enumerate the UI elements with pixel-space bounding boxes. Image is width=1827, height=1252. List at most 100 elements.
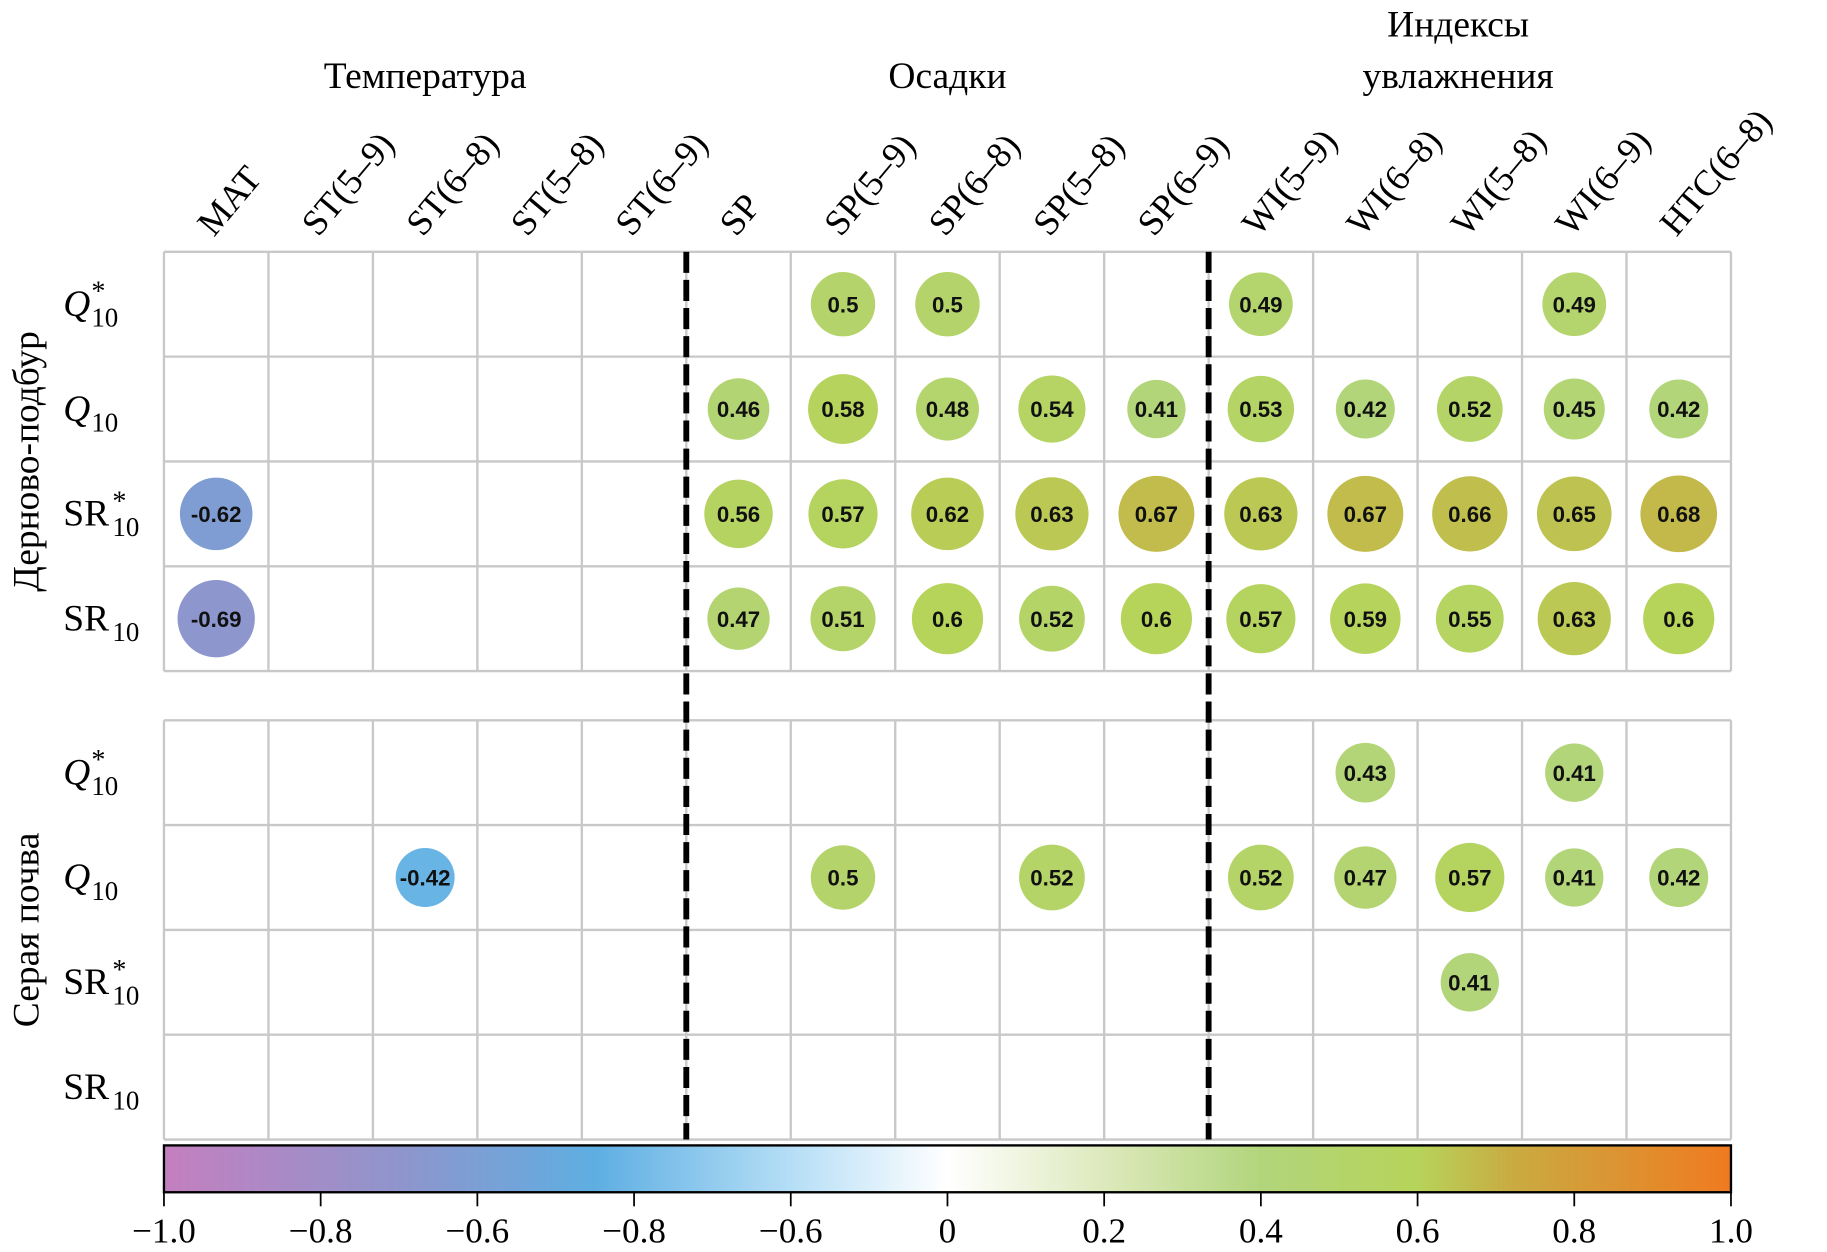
bubble-value: 0.5 <box>932 292 963 317</box>
row-label-base: SR <box>63 598 109 639</box>
row-label: Q* 10 <box>63 277 118 333</box>
row-label-base: Q <box>63 389 90 430</box>
bubble-value: 0.6 <box>1663 607 1694 632</box>
bubble <box>395 848 455 907</box>
bubble <box>1440 953 1499 1012</box>
row-label-sup: * <box>91 277 105 308</box>
column-labels: MAT ST(5–9)ST(6–8)ST(5–8)ST(6–9)SP SP(5–9)… <box>189 101 1779 243</box>
column-label: WI(6–9) <box>1547 121 1658 242</box>
bubble <box>1543 378 1605 440</box>
bubble <box>1435 584 1504 653</box>
bubble-value: 0.43 <box>1344 761 1387 786</box>
bubble-value: -0.42 <box>400 866 451 891</box>
bubble <box>810 845 876 910</box>
category-header: Осадки <box>888 56 1006 97</box>
row-label-sub: 10 <box>112 981 139 1011</box>
bubble <box>1649 379 1709 439</box>
bubble <box>1120 583 1193 655</box>
bubble <box>1640 475 1718 553</box>
bubble <box>810 586 876 652</box>
column-label: ST(6–9) <box>607 125 715 243</box>
row-label-base: SR <box>63 962 109 1003</box>
bubble-value: 0.57 <box>1239 607 1282 632</box>
bubble <box>1327 475 1404 552</box>
bubble <box>1227 375 1295 443</box>
colorbar-tick-label: 0.2 <box>1082 1212 1126 1251</box>
bubble-value: -0.69 <box>191 607 242 632</box>
row-label-base: Q <box>63 284 90 325</box>
row-label: SR * 10 <box>63 955 139 1011</box>
bubble-value: 0.41 <box>1553 761 1596 786</box>
bubble-value: 0.56 <box>717 502 760 527</box>
colorbar-tick-label: −0.8 <box>602 1212 666 1251</box>
bubble-value: 0.55 <box>1448 607 1491 632</box>
bubble <box>808 479 878 549</box>
row-label: Q* 10 <box>63 745 118 801</box>
column-label: SP <box>712 186 769 243</box>
bubble-value: 0.52 <box>1030 866 1073 891</box>
bubble-value: 0.42 <box>1657 397 1700 422</box>
bubble <box>1227 844 1294 911</box>
colorbar-tick-label: 0.4 <box>1239 1212 1283 1251</box>
bubble <box>1649 848 1709 907</box>
row-label-sub: 10 <box>112 1085 139 1115</box>
bubble <box>1015 477 1089 551</box>
bubble <box>1334 846 1397 909</box>
row-label-sup: * <box>112 486 126 517</box>
row-label-base: SR <box>63 494 109 535</box>
bubble <box>179 477 253 551</box>
category-header-line: Индексы <box>1387 4 1529 45</box>
bubble <box>1435 842 1505 913</box>
bubble <box>704 479 773 549</box>
row-label-sub: 10 <box>91 302 118 332</box>
bubble <box>1019 585 1085 652</box>
colorbar-tick-label: −0.6 <box>446 1212 510 1251</box>
column-label: WI(5–9) <box>1234 121 1345 242</box>
row-label-base: Q <box>63 752 90 793</box>
row-label: Q10 <box>63 389 118 438</box>
bubble-value: 0.53 <box>1239 397 1282 422</box>
bubble-value: 0.42 <box>1344 397 1387 422</box>
bubble <box>1432 476 1508 552</box>
bubble <box>1127 379 1186 439</box>
row-label-base: Q <box>63 857 90 898</box>
colorbar-gradient <box>162 1144 1733 1194</box>
column-label: WI(6–8) <box>1338 121 1449 242</box>
bubble-value: 0.67 <box>1135 502 1178 527</box>
bubble <box>1335 379 1395 439</box>
bubble <box>1545 848 1604 907</box>
bubble-value: 0.66 <box>1448 502 1491 527</box>
bubble <box>915 272 980 337</box>
bubble-value: 0.49 <box>1239 292 1282 317</box>
bubble-value: 0.46 <box>717 397 760 422</box>
column-label: ST(6–8) <box>398 125 506 243</box>
row-label-sub: 10 <box>91 876 118 906</box>
bubble-value: 0.45 <box>1553 397 1596 422</box>
column-label: HTC(6–8) <box>1652 101 1780 243</box>
row-label-base: SR <box>63 1067 109 1108</box>
column-label: ST(5–9) <box>294 125 402 243</box>
colorbar-tick-label: −0.6 <box>759 1212 823 1251</box>
bubble <box>1330 583 1401 654</box>
bubble <box>177 580 255 658</box>
bubble-value: 0.58 <box>821 397 864 422</box>
bubble-value: 0.62 <box>926 502 969 527</box>
column-label: SP(5–8) <box>1025 126 1132 243</box>
colorbar-tick-label: 0.8 <box>1552 1212 1596 1251</box>
bubble-value: 0.54 <box>1030 397 1074 422</box>
row-label: SR 10 <box>63 598 139 647</box>
bubble <box>707 378 770 440</box>
column-label: SP(6–8) <box>921 126 1028 243</box>
bubble-value: 0.52 <box>1030 607 1073 632</box>
bubble-value: 0.47 <box>717 607 760 632</box>
bubble-value: 0.51 <box>821 607 864 632</box>
colorbar-tick-label: 0 <box>939 1212 957 1251</box>
bubble <box>808 374 878 444</box>
colorbar: −1.0 −0.8 −0.6 −0.8 −0.6 0 0.2 0.4 0.6 0.8 1.0 <box>132 1144 1753 1251</box>
bubble <box>1335 742 1396 803</box>
bubble <box>1643 583 1715 655</box>
category-headers: Температура Осадки Индексы увлажнения <box>324 4 1554 97</box>
bubble-value: 0.63 <box>1239 502 1282 527</box>
bubble-value: 0.6 <box>1141 607 1172 632</box>
